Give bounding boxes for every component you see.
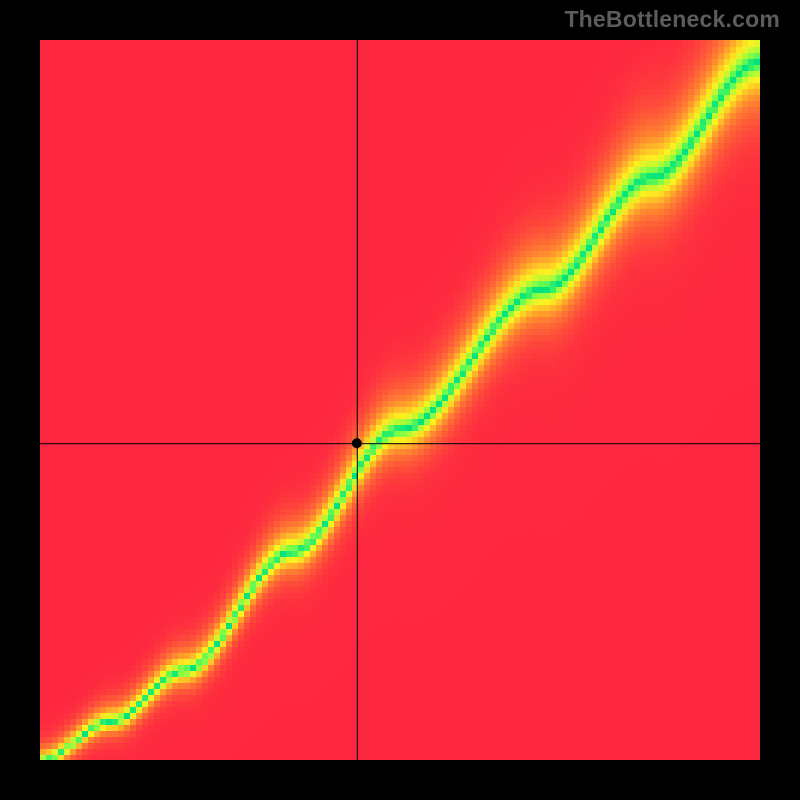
heatmap-canvas — [40, 40, 760, 760]
page-root: TheBottleneck.com — [0, 0, 800, 800]
watermark-text: TheBottleneck.com — [564, 6, 780, 33]
heatmap-plot-area — [40, 40, 760, 760]
